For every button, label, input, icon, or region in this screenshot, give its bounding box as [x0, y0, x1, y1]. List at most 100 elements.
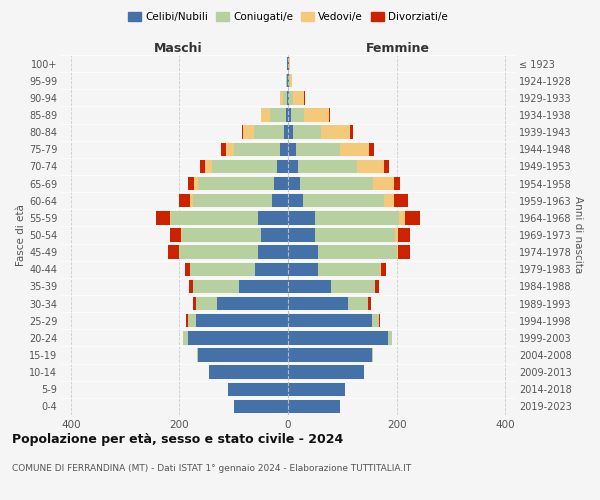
Bar: [315, 228, 395, 241]
Bar: [405, 211, 420, 224]
Bar: [286, 108, 288, 122]
Bar: [397, 246, 398, 259]
Bar: [170, 228, 181, 241]
Bar: [293, 91, 304, 104]
Bar: [379, 314, 380, 328]
Bar: [288, 400, 340, 413]
Bar: [300, 177, 373, 190]
Legend: Celibi/Nubili, Coniugati/e, Vedovi/e, Divorziati/e: Celibi/Nubili, Coniugati/e, Vedovi/e, Di…: [124, 8, 452, 26]
Bar: [187, 314, 188, 328]
Bar: [375, 280, 379, 293]
Bar: [239, 280, 288, 293]
Bar: [199, 348, 288, 362]
Bar: [318, 262, 380, 276]
Bar: [398, 246, 410, 259]
Bar: [183, 331, 188, 344]
Bar: [194, 177, 199, 190]
Bar: [320, 126, 350, 139]
Bar: [288, 280, 331, 293]
Bar: [383, 194, 394, 207]
Bar: [193, 194, 272, 207]
Bar: [293, 126, 320, 139]
Bar: [331, 280, 375, 293]
Text: COMUNE DI FERRANDINA (MT) - Dati ISTAT 1° gennaio 2024 - Elaborazione TUTTITALIA: COMUNE DI FERRANDINA (MT) - Dati ISTAT 1…: [12, 464, 411, 473]
Bar: [372, 348, 373, 362]
Bar: [394, 194, 408, 207]
Bar: [242, 126, 243, 139]
Bar: [258, 246, 288, 259]
Bar: [315, 211, 399, 224]
Bar: [188, 331, 288, 344]
Bar: [291, 108, 304, 122]
Bar: [179, 194, 190, 207]
Bar: [370, 142, 374, 156]
Bar: [262, 108, 269, 122]
Bar: [212, 160, 277, 173]
Bar: [261, 228, 288, 241]
Bar: [288, 91, 289, 104]
Bar: [221, 142, 226, 156]
Text: Maschi: Maschi: [154, 42, 203, 55]
Text: Femmine: Femmine: [365, 42, 430, 55]
Bar: [304, 108, 329, 122]
Bar: [258, 211, 288, 224]
Bar: [217, 297, 288, 310]
Bar: [280, 91, 283, 104]
Bar: [228, 382, 288, 396]
Bar: [288, 366, 364, 379]
Bar: [181, 228, 182, 241]
Bar: [234, 142, 280, 156]
Bar: [340, 142, 370, 156]
Bar: [182, 228, 261, 241]
Bar: [368, 297, 371, 310]
Bar: [185, 262, 190, 276]
Bar: [190, 194, 193, 207]
Bar: [287, 91, 288, 104]
Bar: [274, 177, 288, 190]
Bar: [243, 126, 254, 139]
Bar: [196, 297, 217, 310]
Bar: [329, 108, 330, 122]
Bar: [288, 262, 318, 276]
Bar: [373, 177, 394, 190]
Text: Popolazione per età, sesso e stato civile - 2024: Popolazione per età, sesso e stato civil…: [12, 432, 343, 446]
Bar: [286, 74, 287, 88]
Bar: [383, 160, 389, 173]
Bar: [318, 246, 397, 259]
Bar: [205, 160, 212, 173]
Bar: [394, 177, 400, 190]
Bar: [398, 228, 410, 241]
Bar: [234, 400, 288, 413]
Bar: [168, 246, 179, 259]
Bar: [209, 366, 288, 379]
Bar: [288, 126, 293, 139]
Bar: [303, 194, 383, 207]
Bar: [288, 194, 303, 207]
Bar: [288, 331, 388, 344]
Bar: [399, 211, 405, 224]
Bar: [288, 108, 291, 122]
Bar: [381, 262, 386, 276]
Bar: [200, 160, 205, 173]
Bar: [358, 160, 383, 173]
Bar: [289, 91, 293, 104]
Bar: [280, 142, 288, 156]
Bar: [290, 74, 292, 88]
Bar: [288, 382, 345, 396]
Bar: [188, 177, 194, 190]
Bar: [288, 228, 315, 241]
Bar: [288, 160, 298, 173]
Y-axis label: Anni di nascita: Anni di nascita: [573, 196, 583, 274]
Bar: [188, 314, 196, 328]
Bar: [171, 211, 258, 224]
Bar: [179, 246, 258, 259]
Bar: [348, 297, 368, 310]
Bar: [170, 211, 171, 224]
Bar: [288, 211, 315, 224]
Bar: [269, 108, 286, 122]
Bar: [288, 297, 348, 310]
Bar: [288, 142, 296, 156]
Bar: [193, 280, 239, 293]
Bar: [289, 74, 290, 88]
Bar: [256, 262, 288, 276]
